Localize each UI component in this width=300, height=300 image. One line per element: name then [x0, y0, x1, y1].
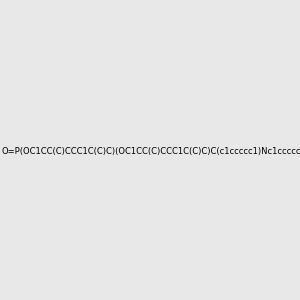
Text: O=P(OC1CC(C)CCC1C(C)C)(OC1CC(C)CCC1C(C)C)C(c1ccccc1)Nc1ccccc1: O=P(OC1CC(C)CCC1C(C)C)(OC1CC(C)CCC1C(C)C…	[2, 147, 300, 156]
